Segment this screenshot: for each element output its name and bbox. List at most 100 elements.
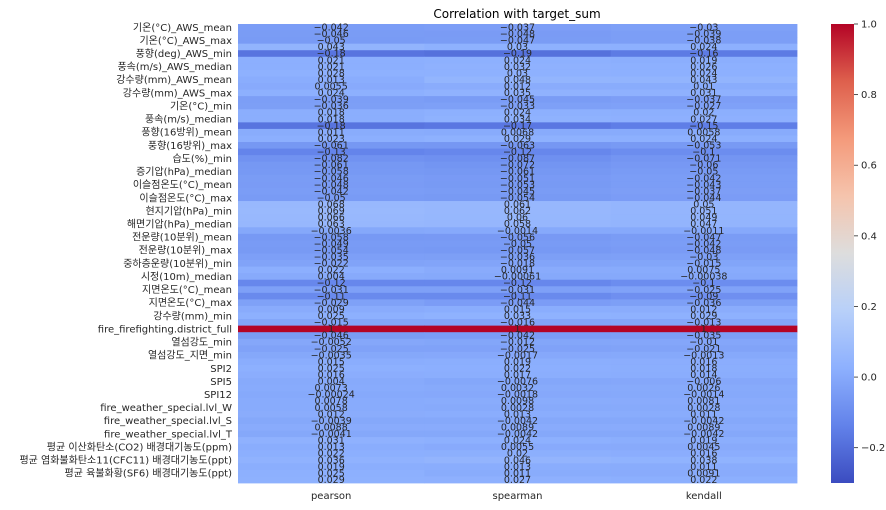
heatmap-cell-value: 0.069 <box>318 206 345 217</box>
y-axis-tick-label: 이슬점온도(°C)_mean <box>133 179 232 191</box>
heatmap-cell <box>610 187 798 195</box>
heatmap-cell-value: −0.042 <box>314 22 349 33</box>
heatmap-cell-value: −0.048 <box>686 245 721 256</box>
heatmap-cell-value: −0.061 <box>314 160 349 171</box>
heatmap-cell-value: 0.009 <box>318 304 345 315</box>
heatmap-cell <box>238 299 425 307</box>
heatmap-cell-value: 0.068 <box>318 200 345 211</box>
heatmap-cell-value: 0.048 <box>504 75 531 86</box>
heatmap-cell-value: 0.013 <box>318 442 345 453</box>
heatmap-cell <box>424 404 612 412</box>
heatmap-cell-value: −0.06 <box>689 160 718 171</box>
y-axis-tick-label: 강수량(mm)_AWS_max <box>123 87 232 99</box>
heatmap-cell-value: 0.0058 <box>687 127 720 138</box>
heatmap-cell-value: −0.0013 <box>683 350 724 361</box>
y-axis-tick-label: 기온(°C)_AWS_mean <box>133 22 232 34</box>
heatmap-cell <box>238 332 425 340</box>
heatmap-cell-value: 0.013 <box>504 409 531 420</box>
heatmap-cell-value: 0.012 <box>318 409 345 420</box>
y-axis-tick-label: 기온(°C)_min <box>170 100 232 112</box>
heatmap-cell-value: 0.0081 <box>687 396 720 407</box>
heatmap-cell-value: 0.029 <box>318 475 345 486</box>
heatmap-cell-value: 0.043 <box>318 42 345 53</box>
heatmap-cell <box>610 96 798 104</box>
heatmap-cell-value: 0.0058 <box>315 403 348 414</box>
heatmap-cell-value: 0.058 <box>504 219 531 230</box>
heatmap-cell-value: 0.062 <box>504 206 531 217</box>
heatmap-cell <box>238 391 425 399</box>
heatmap-cell <box>238 122 425 130</box>
y-axis-tick-label: 증기압(hPa)_median <box>136 165 232 178</box>
heatmap-cell-value: 0.0032 <box>501 383 534 394</box>
heatmap-cell-value: 0.0098 <box>501 396 534 407</box>
heatmap-cell <box>424 207 612 215</box>
heatmap-cell <box>238 469 425 477</box>
heatmap-cell <box>238 260 425 268</box>
heatmap-cell <box>610 450 798 458</box>
heatmap-cell <box>424 135 612 143</box>
heatmap-cell <box>238 246 425 254</box>
heatmap-cell <box>238 397 425 405</box>
heatmap-cell <box>610 384 798 392</box>
heatmap-cell-value: 0.0028 <box>501 403 534 414</box>
heatmap-cell <box>610 286 798 294</box>
heatmap-cell-value: 0.063 <box>318 219 345 230</box>
heatmap-cell <box>424 305 612 313</box>
heatmap-cell-value: −0.045 <box>500 95 535 106</box>
heatmap-cell <box>610 279 798 287</box>
heatmap-cell-value: −0.044 <box>500 298 535 309</box>
heatmap-cell <box>238 115 425 123</box>
heatmap-cell-value: −0.037 <box>686 95 721 106</box>
heatmap-cell <box>238 30 425 38</box>
heatmap-cell-value: 0.027 <box>690 114 717 125</box>
y-axis-tick-label: SPI5 <box>210 377 232 388</box>
heatmap-cell-value: −0.13 <box>317 147 346 158</box>
heatmap-cell-value: 0.024 <box>690 134 717 145</box>
heatmap-cell <box>424 50 612 58</box>
heatmap-cell <box>424 430 612 438</box>
heatmap-cell <box>610 128 798 136</box>
heatmap-cell <box>238 201 425 208</box>
heatmap-cell <box>610 214 798 222</box>
heatmap-cell-value: 0.026 <box>690 62 717 73</box>
heatmap-cell <box>610 24 798 31</box>
heatmap-cell-value: −0.042 <box>686 173 721 184</box>
y-axis-tick-label: 습도(%)_min <box>172 153 232 165</box>
heatmap-cell-value: 0.016 <box>318 370 345 381</box>
heatmap-cell-value: 0.0091 <box>501 265 534 276</box>
heatmap-cell <box>238 227 425 235</box>
heatmap-cell-value: −0.025 <box>686 285 721 296</box>
heatmap-cell-value: −0.053 <box>686 141 721 152</box>
heatmap-cell <box>610 240 798 248</box>
heatmap-cell-value: 0.013 <box>504 462 531 473</box>
y-axis-tick-label: 풍속(m/s)_median <box>145 114 232 126</box>
heatmap-cell-value: −0.0042 <box>497 429 538 440</box>
heatmap-cell <box>238 371 425 379</box>
heatmap-cell <box>610 338 798 346</box>
heatmap-cell-value: 0.022 <box>690 475 717 486</box>
heatmap-cell <box>424 89 612 97</box>
heatmap-cell-value: 0.021 <box>318 55 345 66</box>
heatmap-cell <box>610 266 798 274</box>
heatmap-cell <box>238 37 425 45</box>
heatmap-cell <box>610 201 798 208</box>
heatmap-cell-value: 0.0045 <box>687 442 720 453</box>
heatmap-cell-value: −0.0014 <box>497 226 538 237</box>
y-axis-tick-label: 강수량(mm)_AWS_mean <box>116 74 232 86</box>
heatmap-cell <box>238 56 425 64</box>
heatmap-cell <box>238 305 425 313</box>
heatmap-cell <box>424 187 612 195</box>
heatmap-cell <box>610 37 798 45</box>
heatmap-cell <box>238 417 425 425</box>
heatmap-cell <box>238 207 425 215</box>
heatmap-cell <box>424 273 612 281</box>
heatmap-cell-value: −0.046 <box>314 173 349 184</box>
heatmap-cell <box>610 30 798 38</box>
heatmap-cell-value: 0.011 <box>318 127 345 138</box>
heatmap-cell <box>238 338 425 346</box>
heatmap-cell <box>610 404 798 412</box>
heatmap-cell-value: 0.004 <box>318 377 345 388</box>
heatmap-cell-value: −0.018 <box>500 259 535 270</box>
heatmap-cell-value: −0.0011 <box>683 226 724 237</box>
y-axis-tick-label: 평균 염화불화탄소11(CFC11) 배경대기농도(ppt) <box>19 454 232 467</box>
